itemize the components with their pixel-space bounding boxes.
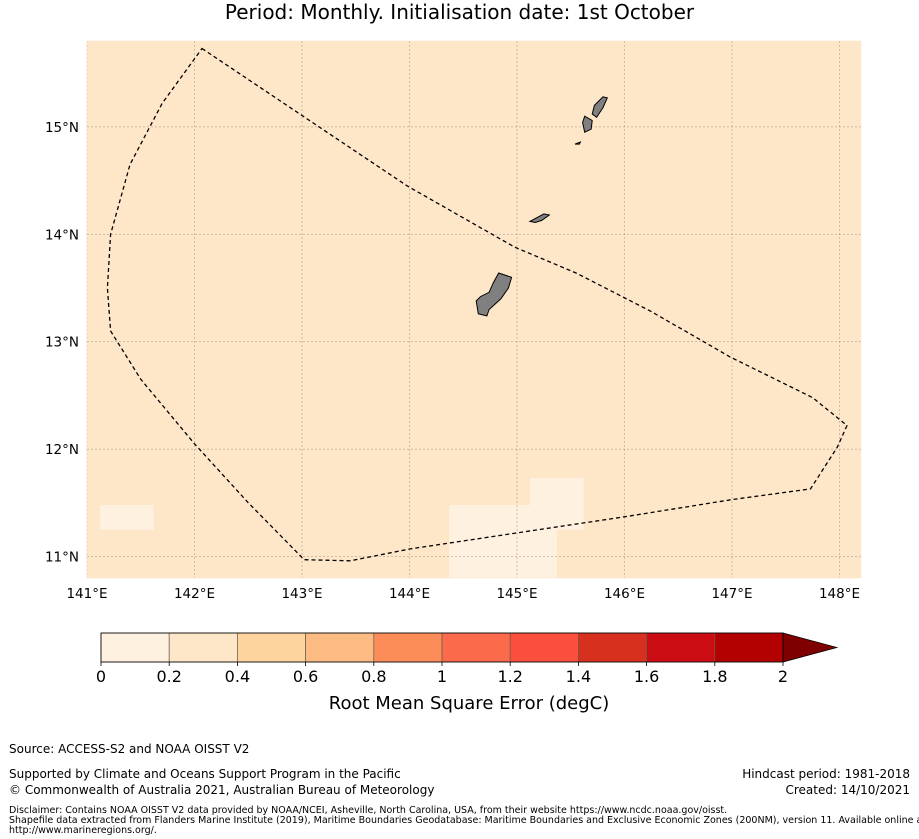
latitude-tick-label: 12°N [45,442,79,458]
colorbar-tick-label: 1.8 [702,667,727,686]
colorbar-tick-label: 0.4 [225,667,250,686]
map-panel [86,40,862,579]
colorbar-swatch [305,632,375,663]
colorbar-ticks: 0 0.2 0.4 0.6 0.8 1 1.2 1.4 1.6 1.8 2 [96,662,788,686]
created-date: Created: 14/10/2021 [785,783,910,797]
island-shape [475,272,513,317]
colorbar-tick-label: 1 [437,667,447,686]
colorbar-swatch [441,632,511,663]
island-shape [574,141,582,145]
copyright-text: © Commonwealth of Australia 2021, Austra… [9,783,435,797]
longitude-tick-label: 146°E [604,586,645,602]
latitude-tick-label: 14°N [45,227,79,243]
colorbar-swatch [373,632,443,663]
colorbar-swatches [100,632,839,663]
latitude-tick-label: 15°N [45,120,79,136]
error-cells [99,478,584,578]
colorbar-tick-label: 1.2 [497,667,522,686]
colorbar-swatch [646,632,716,663]
error-cell [529,478,584,530]
colorbar-swatch [100,632,170,663]
colorbar-tick-label: 0.2 [156,667,181,686]
longitude-tick-label: 147°E [711,586,752,602]
island-shape [582,115,593,134]
error-cell [99,504,154,530]
colorbar-swatch [237,632,306,663]
colorbar-tick-label: 2 [778,667,788,686]
island-shape [591,96,608,119]
longitude-tick-label: 142°E [174,586,215,602]
longitude-ticks: 141°E 142°E 143°E 144°E 145°E 146°E 147°E 148°E [66,586,860,602]
colorbar-tick-label: 0 [96,667,106,686]
longitude-tick-label: 144°E [389,586,430,602]
colorbar-tick-label: 0.6 [293,667,318,686]
longitude-tick-label: 143°E [281,586,322,602]
colorbar-swatch [509,632,579,663]
latitude-ticks: 15°N 14°N 13°N 12°N 11°N [45,120,79,566]
colorbar: 0 0.2 0.4 0.6 0.8 1 1.2 1.4 1.6 1.8 2 Root Mean Sq… [96,632,839,714]
colorbar-extend-arrow [782,632,839,663]
colorbar-swatch [714,632,784,663]
land-masses [475,96,608,317]
colorbar-tick-label: 1.6 [634,667,659,686]
disclaimer-line-1: Disclaimer: Contains NOAA OISST V2 data … [9,805,728,816]
latitude-tick-label: 13°N [45,335,79,351]
sst-rmse-map: 141°E 142°E 143°E 144°E 145°E 146°E 147°E 148°E… [45,40,862,714]
disclaimer-line-3: http://www.marineregions.org/. [9,825,157,836]
longitude-tick-label: 148°E [819,586,860,602]
eez-boundary-line [106,47,848,562]
longitude-tick-label: 145°E [496,586,537,602]
hindcast-period: Hindcast period: 1981-2018 [742,767,910,781]
disclaimer: Disclaimer: Contains NOAA OISST V2 data … [9,805,919,836]
longitude-tick-label: 141°E [66,586,107,602]
support-text: Supported by Climate and Oceans Support … [9,767,401,781]
disclaimer-line-2: Shapefile data extracted from Flanders M… [9,815,919,826]
map-title: Period: Monthly. Initialisation date: 1s… [224,0,695,24]
source-text: Source: ACCESS-S2 and NOAA OISST V2 [9,742,250,756]
island-shape [528,213,551,224]
colorbar-swatch [578,632,647,663]
colorbar-tick-label: 1.4 [566,667,591,686]
colorbar-tick-label: 0.8 [361,667,386,686]
latitude-tick-label: 11°N [45,550,79,566]
colorbar-swatch [168,632,238,663]
colorbar-label: Root Mean Square Error (degC) [329,693,610,714]
map-frame [86,40,862,579]
ocean-background [87,41,861,578]
